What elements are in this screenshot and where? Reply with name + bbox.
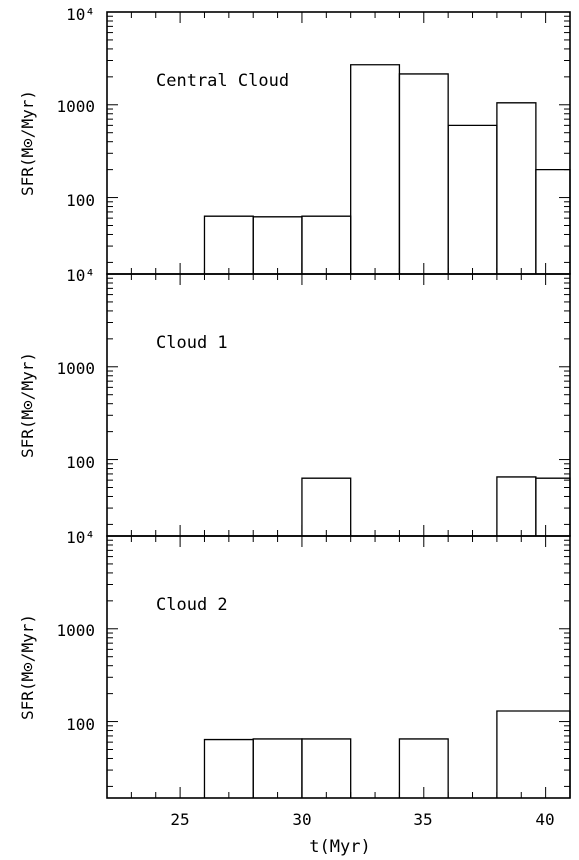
panel-frame: [106, 11, 571, 275]
panel-cloud-1: Cloud 1 100 1000 10⁴ SFR(M⊙/Myr): [18, 273, 571, 547]
ytick-label-1000: 1000: [56, 97, 95, 116]
sfr-step-bin: [496, 102, 537, 274]
panel-frame: [106, 273, 571, 537]
xtick-label-30: 30: [292, 810, 311, 829]
sfr-step-bin: [301, 215, 352, 274]
panel-cloud-2: Cloud 2 100 1000 SFR(M⊙/Myr) 25 30 35 40…: [18, 535, 571, 857]
panel-frame: [106, 535, 571, 799]
ytick-label-100: 100: [66, 715, 95, 734]
sfr-step-bin: [301, 477, 352, 536]
ytick-label-100: 100: [66, 453, 95, 472]
sfr-step-bin: [203, 738, 254, 798]
sfr-step-bin: [535, 168, 571, 274]
panel-label: Cloud 2: [156, 595, 228, 615]
sfr-step-bin: [496, 476, 537, 536]
ytick-label-100: 100: [66, 191, 95, 210]
panel-central-cloud: Central Cloud 100 1000 10⁴ 10⁴ SFR(M⊙/My…: [18, 5, 571, 285]
sfr-step-bin: [447, 124, 498, 274]
y-axis-label: SFR(M⊙/Myr): [18, 352, 37, 458]
y-axis-label: SFR(M⊙/Myr): [18, 614, 37, 720]
ytick-label-1000: 1000: [56, 621, 95, 640]
sfr-step-bin: [301, 738, 352, 798]
sfr-step-bin: [398, 738, 449, 798]
xtick-label-35: 35: [413, 810, 432, 829]
xtick-label-25: 25: [170, 810, 189, 829]
sfr-step-bin: [203, 215, 254, 274]
ytick-label-1000: 1000: [56, 359, 95, 378]
sfr-step-bin: [350, 64, 401, 274]
sfr-step-bin: [252, 216, 303, 274]
sfr-step-bin: [535, 477, 571, 536]
ytick-label-10e4: 10⁴: [66, 5, 95, 24]
sfr-step-bin: [252, 738, 303, 798]
sfr-step-bin: [496, 710, 571, 798]
y-axis-label: SFR(M⊙/Myr): [18, 90, 37, 196]
x-axis-label: t(Myr): [309, 837, 370, 857]
xtick-label-40: 40: [535, 810, 554, 829]
panel-label: Central Cloud: [156, 71, 289, 91]
panel-label: Cloud 1: [156, 333, 228, 353]
sfr-step-bin: [398, 73, 449, 274]
ytick-label-10e4: 10⁴: [66, 528, 95, 547]
ytick-label-10e4-bottom: 10⁴: [66, 266, 95, 285]
